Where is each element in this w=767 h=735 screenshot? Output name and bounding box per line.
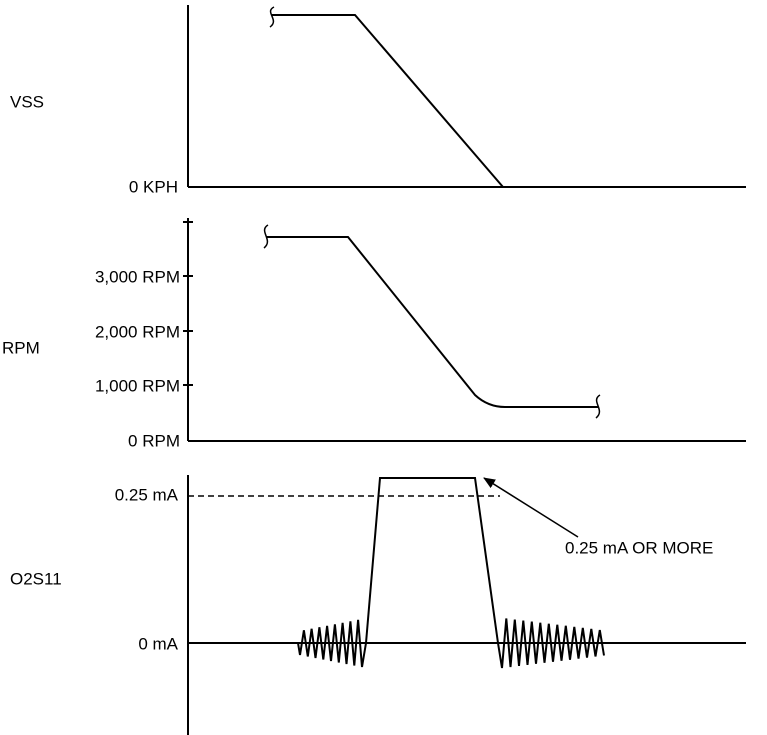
vss-trace [272,14,504,188]
panel-label: O2S11 [10,569,62,588]
tick-label: 0 KPH [129,177,178,196]
annotation-arrow [483,477,579,538]
tick-label: 0 RPM [128,431,180,450]
rpm-trace [266,236,598,408]
panel-label: VSS [10,92,44,111]
tick-label: 0.25 mA [115,485,179,504]
tick-label: 2,000 RPM [95,322,180,341]
tick-label: 1,000 RPM [95,376,180,395]
tick-label: 3,000 RPM [95,267,180,286]
break-mark [595,394,601,419]
break-mark [269,6,275,28]
tick-label: 0 mA [138,634,178,653]
panel-label: RPM [2,338,40,357]
break-mark [263,224,269,249]
annotation: 0.25 mA OR MORE [565,538,713,557]
o2s-trace [297,477,605,669]
